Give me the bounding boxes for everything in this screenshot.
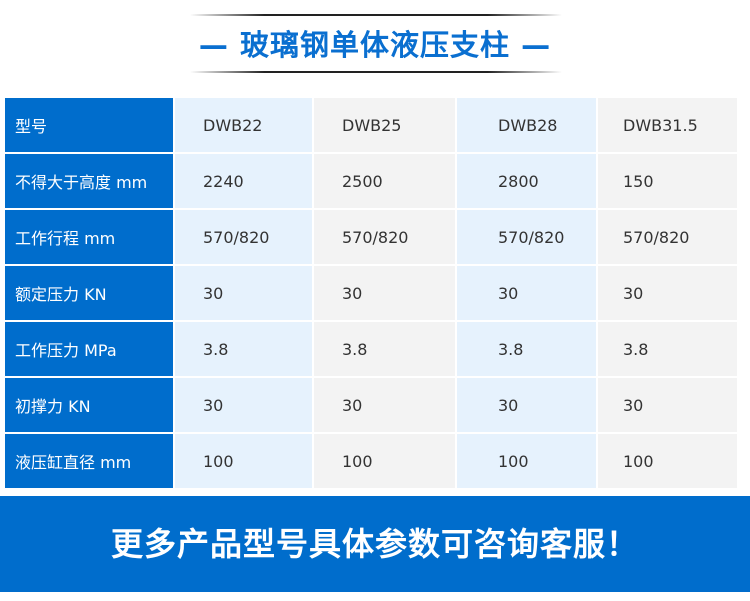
table-cell: 30 (314, 266, 455, 320)
table-cell: DWB28 (457, 98, 596, 152)
row-label: 工作行程 mm (5, 210, 173, 264)
table-cell: 30 (598, 266, 737, 320)
table-cell: 2500 (314, 154, 455, 208)
table-row: 额定压力 KN 30 30 30 30 (5, 266, 737, 320)
contact-banner: 更多产品型号具体参数可咨询客服！ (0, 496, 750, 592)
table-cell: 100 (457, 434, 596, 488)
table-row: 初撑力 KN 30 30 30 30 (5, 378, 737, 432)
table-cell: 150 (598, 154, 737, 208)
table-cell: 3.8 (175, 322, 312, 376)
table-cell: 570/820 (457, 210, 596, 264)
table-cell: 100 (175, 434, 312, 488)
table-cell: 30 (175, 378, 312, 432)
spec-table: 型号 DWB22 DWB25 DWB28 DWB31.5 不得大于高度 mm 2240 250… (3, 96, 739, 490)
table-row: 不得大于高度 mm 2240 2500 2800 150 (5, 154, 737, 208)
table-cell: 2800 (457, 154, 596, 208)
table-cell: DWB25 (314, 98, 455, 152)
table-row: 型号 DWB22 DWB25 DWB28 DWB31.5 (5, 98, 737, 152)
table-cell: 30 (175, 266, 312, 320)
table-cell: DWB31.5 (598, 98, 737, 152)
table-cell: 3.8 (314, 322, 455, 376)
row-label: 液压缸直径 mm (5, 434, 173, 488)
table-cell: DWB22 (175, 98, 312, 152)
table-cell: 30 (457, 378, 596, 432)
table-cell: 30 (598, 378, 737, 432)
row-label: 不得大于高度 mm (5, 154, 173, 208)
title-top-divider (190, 14, 562, 16)
table-cell: 100 (314, 434, 455, 488)
table-cell: 570/820 (314, 210, 455, 264)
table-cell: 570/820 (175, 210, 312, 264)
table-cell: 3.8 (457, 322, 596, 376)
table-row: 液压缸直径 mm 100 100 100 100 (5, 434, 737, 488)
table-cell: 30 (314, 378, 455, 432)
row-label: 额定压力 KN (5, 266, 173, 320)
table-row: 工作压力 MPa 3.8 3.8 3.8 3.8 (5, 322, 737, 376)
title-bottom-divider (190, 71, 562, 73)
page-title: — 玻璃钢单体液压支柱 — (198, 28, 552, 62)
table-cell: 100 (598, 434, 737, 488)
row-label: 型号 (5, 98, 173, 152)
table-cell: 30 (457, 266, 596, 320)
table-cell: 3.8 (598, 322, 737, 376)
table-cell: 2240 (175, 154, 312, 208)
row-label: 工作压力 MPa (5, 322, 173, 376)
table-cell: 570/820 (598, 210, 737, 264)
row-label: 初撑力 KN (5, 378, 173, 432)
table-row: 工作行程 mm 570/820 570/820 570/820 570/820 (5, 210, 737, 264)
